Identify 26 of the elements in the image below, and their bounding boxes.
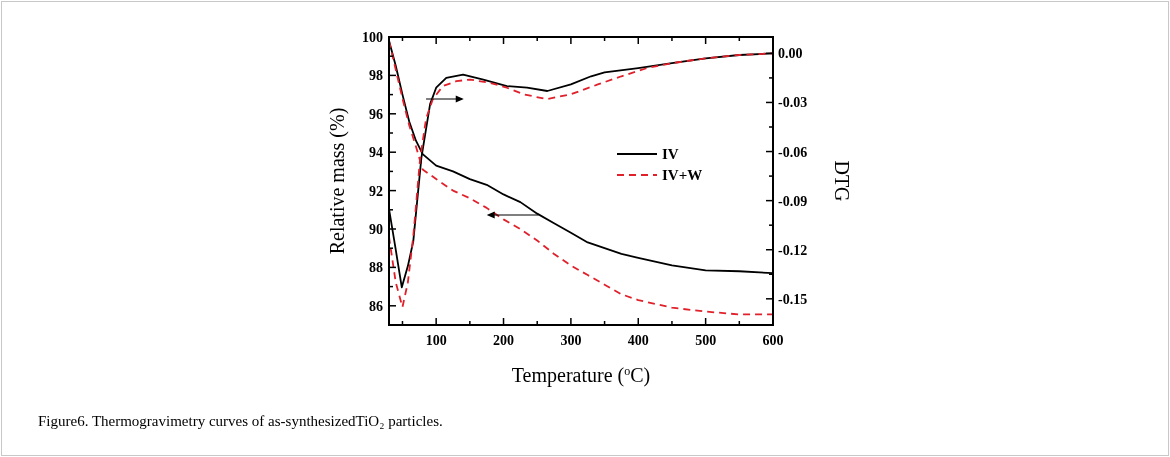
y2-tick-label: -0.03	[778, 95, 808, 111]
y2-tick-label: 0.00	[778, 46, 803, 62]
y-tick-label: 94	[369, 145, 383, 161]
y2-tick-label: -0.12	[778, 242, 808, 258]
legend-label: IV	[662, 146, 679, 162]
x-tick-label: 500	[695, 333, 717, 348]
x-tick-label: 100	[425, 333, 447, 348]
x-tick-label: 200	[493, 333, 515, 348]
x-axis-title: Temperature ($^{o}$C)	[511, 364, 651, 387]
y-tick-label: 98	[369, 68, 383, 84]
y-tick-label: 86	[369, 298, 383, 314]
y2-tick-label: -0.09	[778, 193, 808, 209]
x-tick-label: 300	[560, 333, 582, 348]
y2-tick-label: -0.15	[778, 291, 808, 307]
y-tick-label: 90	[369, 222, 383, 237]
x-tick-label: 400	[627, 333, 649, 348]
caption: Figure6. Thermogravimetry curves of as-synthesizedTiO₂ particles.	[38, 413, 443, 429]
y-tick-label: 92	[369, 183, 383, 199]
x-tick-label: 600	[762, 333, 784, 348]
y2-tick-label: -0.06	[778, 144, 808, 160]
y-axis-title: Relative mass (%)	[326, 107, 349, 255]
y-tick-label: 100	[362, 30, 383, 45]
y-tick-label: 96	[369, 106, 383, 122]
y-tick-label: 88	[369, 260, 383, 276]
legend-label: IV+W	[662, 167, 703, 183]
y2-axis-title: DTG	[831, 160, 853, 202]
